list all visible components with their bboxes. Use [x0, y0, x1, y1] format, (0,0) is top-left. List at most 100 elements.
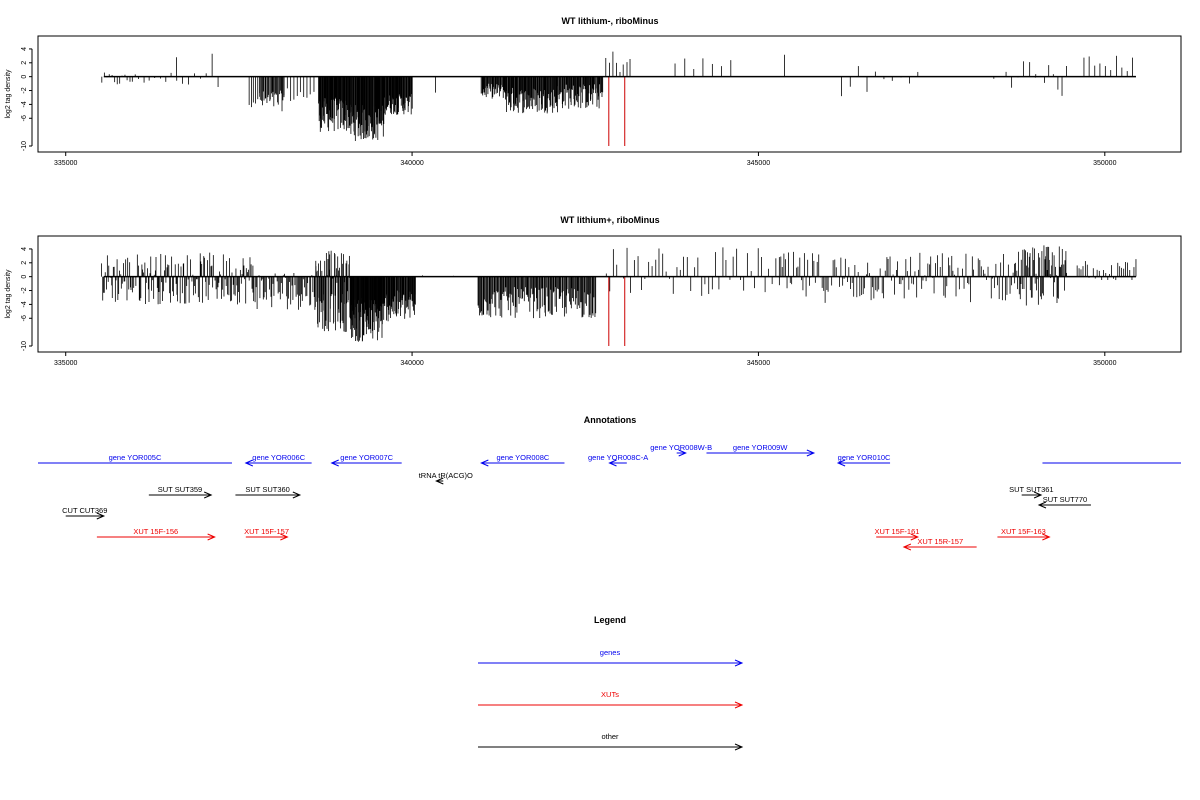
feature-label: gene YOR008W-B	[650, 443, 712, 452]
arrowhead-right	[203, 491, 213, 499]
y-tick-label: -2	[21, 87, 28, 93]
x-ticks: 335000 340000 345000 350000	[54, 152, 1117, 167]
annotation-feature: gene YOR008W-B	[650, 443, 712, 457]
arrowhead-right	[678, 449, 687, 457]
x-tick-label: 335000	[54, 360, 77, 367]
arrowhead-right	[96, 512, 106, 520]
arrowhead-left	[480, 459, 489, 467]
feature-label: gene YOR008C-A	[588, 453, 648, 462]
annotation-feature: gene YOR006C	[244, 453, 312, 467]
y-tick-label: 0	[21, 75, 28, 79]
legend-label: genes	[600, 648, 621, 657]
annotations-track: Annotations gene YOR005C gene YOR006C gene…	[38, 415, 1181, 551]
feature-label: SUT SUT361	[1009, 485, 1053, 494]
y-tick-label: 0	[21, 275, 28, 279]
feature-label: gene YOR005C	[109, 453, 162, 462]
track-panel-lithium-plus: WT lithium+, riboMinus log2 tag density …	[5, 215, 1182, 367]
legend-title: Legend	[594, 615, 626, 625]
y-tick-label: -10	[21, 341, 28, 351]
x-tick-label: 345000	[747, 360, 770, 367]
arrowhead-right	[910, 533, 920, 541]
annotation-feature: tRNA tR(ACG)O	[419, 471, 473, 485]
feature-label: XUT 15F-156	[133, 527, 178, 536]
y-tick-label: 2	[21, 261, 28, 265]
legend: Legend genes XUTs other	[478, 615, 744, 751]
feature-label: gene YOR010C	[838, 453, 891, 462]
legend-item: other	[478, 732, 744, 751]
feature-label: SUT SUT770	[1043, 495, 1087, 504]
annotation-feature: gene YOR007C	[330, 453, 402, 467]
y-tick-label: -6	[21, 315, 28, 321]
y-axis-label: log2 tag density	[5, 69, 12, 119]
feature-label: XUT 15R-157	[917, 537, 963, 546]
annotation-feature: gene YOR008C	[480, 453, 565, 467]
annotation-feature: CUT CUT369	[62, 506, 107, 520]
annotation-feature: XUT 15F-161	[875, 527, 920, 541]
annotation-feature: gene YOR008C-A	[588, 453, 648, 467]
arrowhead-right	[280, 533, 289, 541]
feature-label: gene YOR008C	[496, 453, 549, 462]
x-tick-label: 335000	[54, 160, 77, 167]
feature-label: SUT SUT359	[158, 485, 202, 494]
annotation-feature: SUT SUT361	[1009, 485, 1054, 499]
plot-frame	[37, 35, 1182, 153]
y-ticks: 4 2 0 -2 -4 -6 -10	[21, 247, 33, 351]
legend-label: XUTs	[601, 690, 619, 699]
y-tick-label: 4	[21, 247, 28, 251]
annotation-feature: XUT 15F-163	[997, 527, 1051, 541]
x-tick-label: 340000	[400, 360, 423, 367]
arrowhead-right	[734, 659, 744, 667]
y-tick-label: -4	[21, 101, 28, 107]
arrowhead-left	[244, 459, 254, 467]
feature-label: XUT 15F-161	[875, 527, 920, 536]
annotation-features: gene YOR005C gene YOR006C gene YOR007C gene…	[38, 443, 1181, 551]
y-tick-label: 4	[21, 47, 28, 51]
feature-label: gene YOR006C	[252, 453, 305, 462]
y-tick-label: 2	[21, 61, 28, 65]
arrowhead-right	[734, 743, 744, 751]
annotation-feature: SUT SUT770	[1037, 495, 1091, 509]
feature-label: gene YOR007C	[340, 453, 393, 462]
x-tick-label: 350000	[1093, 360, 1116, 367]
x-tick-label: 350000	[1093, 160, 1116, 167]
y-tick-label: -4	[21, 301, 28, 307]
arrowhead-right	[1033, 491, 1043, 499]
x-tick-label: 340000	[400, 160, 423, 167]
annotation-feature: gene YOR009W	[706, 443, 816, 457]
y-tick-label: -2	[21, 287, 28, 293]
feature-label: XUT 15F-163	[1001, 527, 1046, 536]
arrowhead-left	[435, 477, 444, 485]
arrowhead-left	[1037, 501, 1047, 509]
arrowhead-left	[608, 459, 617, 467]
panel-title: WT lithium-, riboMinus	[562, 16, 659, 26]
annotation-feature: SUT SUT359	[148, 485, 213, 499]
annotation-feature: XUT 15R-157	[902, 537, 977, 551]
feature-label: CUT CUT369	[62, 506, 107, 515]
arrowhead-right	[292, 491, 302, 499]
y-axis-label: log2 tag density	[5, 269, 12, 319]
legend-items: genes XUTs other	[478, 648, 744, 751]
legend-item: genes	[478, 648, 744, 667]
arrowhead-right	[207, 533, 216, 541]
y-tick-label: -6	[21, 115, 28, 121]
y-tick-label: -10	[21, 141, 28, 151]
arrowhead-left	[902, 543, 912, 551]
track-panel-lithium-minus: WT lithium-, riboMinus log2 tag density …	[5, 16, 1182, 167]
legend-item: XUTs	[478, 690, 744, 709]
x-tick-label: 345000	[747, 160, 770, 167]
feature-label: tRNA tR(ACG)O	[419, 471, 473, 480]
y-ticks: 4 2 0 -2 -4 -6 -10	[21, 47, 33, 151]
feature-label: gene YOR009W	[733, 443, 788, 452]
arrowhead-right	[1042, 533, 1051, 541]
legend-label: other	[601, 732, 619, 741]
annotation-feature: XUT 15F-157	[244, 527, 289, 541]
annotation-feature: SUT SUT360	[235, 485, 302, 499]
annotation-feature: gene YOR005C	[38, 453, 232, 464]
annotation-feature: XUT 15F-156	[96, 527, 216, 541]
panel-title: WT lithium+, riboMinus	[560, 215, 659, 225]
arrowhead-right	[806, 449, 816, 457]
arrowhead-right	[734, 701, 744, 709]
arrowhead-left	[330, 459, 339, 467]
plot-frame	[37, 235, 1182, 353]
